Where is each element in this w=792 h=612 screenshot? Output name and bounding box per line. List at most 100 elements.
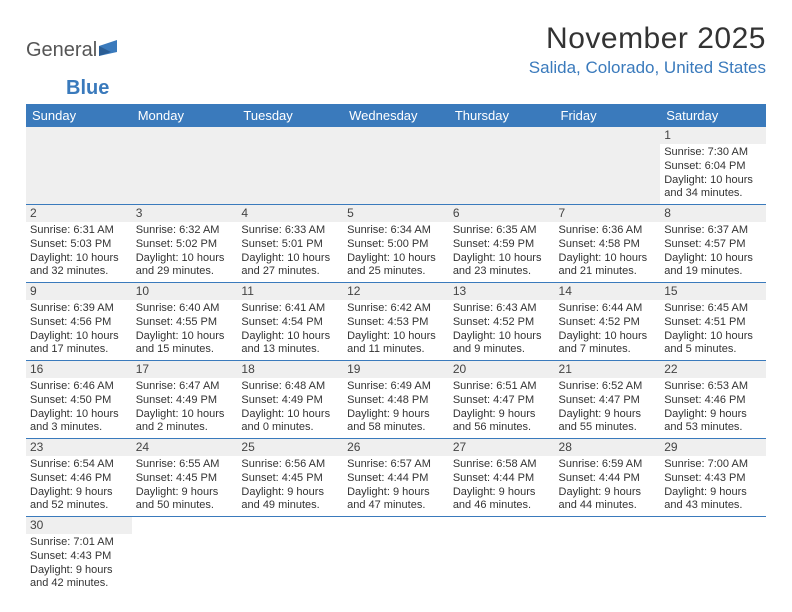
calendar-cell: 11Sunrise: 6:41 AMSunset: 4:54 PMDayligh… [237, 283, 343, 361]
calendar-cell: 1Sunrise: 7:30 AMSunset: 6:04 PMDaylight… [660, 127, 766, 205]
day-number: 22 [660, 361, 766, 378]
sunrise-text: Sunrise: 6:55 AM [136, 458, 234, 472]
calendar-row: 1Sunrise: 7:30 AMSunset: 6:04 PMDaylight… [26, 127, 766, 205]
daylight-text: Daylight: 10 hours and 3 minutes. [30, 408, 128, 436]
day-number: 30 [26, 517, 132, 534]
sunset-text: Sunset: 4:52 PM [559, 316, 657, 330]
sunset-text: Sunset: 4:47 PM [559, 394, 657, 408]
flag-icon [99, 40, 123, 60]
sunrise-text: Sunrise: 6:49 AM [347, 380, 445, 394]
daylight-text: Daylight: 10 hours and 13 minutes. [241, 330, 339, 358]
weekday-header: Thursday [449, 104, 555, 127]
sunrise-text: Sunrise: 7:01 AM [30, 536, 128, 550]
sunset-text: Sunset: 4:45 PM [136, 472, 234, 486]
daylight-text: Daylight: 10 hours and 2 minutes. [136, 408, 234, 436]
calendar-cell: 24Sunrise: 6:55 AMSunset: 4:45 PMDayligh… [132, 439, 238, 517]
sunrise-text: Sunrise: 6:40 AM [136, 302, 234, 316]
sunrise-text: Sunrise: 6:33 AM [241, 224, 339, 238]
sunrise-text: Sunrise: 6:36 AM [559, 224, 657, 238]
sunset-text: Sunset: 4:44 PM [453, 472, 551, 486]
daylight-text: Daylight: 10 hours and 7 minutes. [559, 330, 657, 358]
daylight-text: Daylight: 10 hours and 9 minutes. [453, 330, 551, 358]
day-number: 17 [132, 361, 238, 378]
sunrise-text: Sunrise: 6:54 AM [30, 458, 128, 472]
daylight-text: Daylight: 9 hours and 44 minutes. [559, 486, 657, 514]
calendar-cell: 23Sunrise: 6:54 AMSunset: 4:46 PMDayligh… [26, 439, 132, 517]
day-number: 23 [26, 439, 132, 456]
weekday-header: Wednesday [343, 104, 449, 127]
calendar-row: 2Sunrise: 6:31 AMSunset: 5:03 PMDaylight… [26, 205, 766, 283]
sunrise-text: Sunrise: 6:31 AM [30, 224, 128, 238]
calendar-cell: 2Sunrise: 6:31 AMSunset: 5:03 PMDaylight… [26, 205, 132, 283]
title-block: November 2025 Salida, Colorado, United S… [529, 22, 766, 78]
calendar-row: 30Sunrise: 7:01 AMSunset: 4:43 PMDayligh… [26, 517, 766, 595]
calendar-cell: 17Sunrise: 6:47 AMSunset: 4:49 PMDayligh… [132, 361, 238, 439]
day-number: 13 [449, 283, 555, 300]
daylight-text: Daylight: 10 hours and 15 minutes. [136, 330, 234, 358]
weekday-header: Sunday [26, 104, 132, 127]
day-number: 4 [237, 205, 343, 222]
sunset-text: Sunset: 4:51 PM [664, 316, 762, 330]
weekday-header-row: Sunday Monday Tuesday Wednesday Thursday… [26, 104, 766, 127]
daylight-text: Daylight: 10 hours and 23 minutes. [453, 252, 551, 280]
sunrise-text: Sunrise: 6:32 AM [136, 224, 234, 238]
daylight-text: Daylight: 9 hours and 49 minutes. [241, 486, 339, 514]
daylight-text: Daylight: 10 hours and 17 minutes. [30, 330, 128, 358]
sunset-text: Sunset: 4:43 PM [664, 472, 762, 486]
daylight-text: Daylight: 10 hours and 29 minutes. [136, 252, 234, 280]
sunrise-text: Sunrise: 6:39 AM [30, 302, 128, 316]
sunset-text: Sunset: 4:44 PM [347, 472, 445, 486]
sunset-text: Sunset: 4:59 PM [453, 238, 551, 252]
sunrise-text: Sunrise: 6:52 AM [559, 380, 657, 394]
sunset-text: Sunset: 4:46 PM [30, 472, 128, 486]
calendar-cell: 22Sunrise: 6:53 AMSunset: 4:46 PMDayligh… [660, 361, 766, 439]
calendar-cell: 12Sunrise: 6:42 AMSunset: 4:53 PMDayligh… [343, 283, 449, 361]
daylight-text: Daylight: 10 hours and 19 minutes. [664, 252, 762, 280]
weekday-header: Monday [132, 104, 238, 127]
calendar-cell: 13Sunrise: 6:43 AMSunset: 4:52 PMDayligh… [449, 283, 555, 361]
sunrise-text: Sunrise: 6:56 AM [241, 458, 339, 472]
weekday-header: Saturday [660, 104, 766, 127]
sunset-text: Sunset: 5:00 PM [347, 238, 445, 252]
sunrise-text: Sunrise: 6:43 AM [453, 302, 551, 316]
calendar-cell: 16Sunrise: 6:46 AMSunset: 4:50 PMDayligh… [26, 361, 132, 439]
calendar-cell: 8Sunrise: 6:37 AMSunset: 4:57 PMDaylight… [660, 205, 766, 283]
sunset-text: Sunset: 5:02 PM [136, 238, 234, 252]
sunrise-text: Sunrise: 6:48 AM [241, 380, 339, 394]
calendar-cell: 29Sunrise: 7:00 AMSunset: 4:43 PMDayligh… [660, 439, 766, 517]
sunset-text: Sunset: 5:01 PM [241, 238, 339, 252]
day-number: 25 [237, 439, 343, 456]
calendar-cell: 4Sunrise: 6:33 AMSunset: 5:01 PMDaylight… [237, 205, 343, 283]
sunrise-text: Sunrise: 6:57 AM [347, 458, 445, 472]
calendar-cell-empty [132, 127, 238, 205]
calendar-cell-empty [26, 127, 132, 205]
day-number: 6 [449, 205, 555, 222]
sunset-text: Sunset: 4:43 PM [30, 550, 128, 564]
day-number: 18 [237, 361, 343, 378]
day-number: 28 [555, 439, 661, 456]
calendar-cell: 20Sunrise: 6:51 AMSunset: 4:47 PMDayligh… [449, 361, 555, 439]
daylight-text: Daylight: 10 hours and 21 minutes. [559, 252, 657, 280]
daylight-text: Daylight: 10 hours and 11 minutes. [347, 330, 445, 358]
calendar-cell-empty [449, 127, 555, 205]
calendar-cell: 9Sunrise: 6:39 AMSunset: 4:56 PMDaylight… [26, 283, 132, 361]
calendar-cell-empty [343, 517, 449, 595]
calendar-cell-empty [660, 517, 766, 595]
calendar-cell-empty [237, 127, 343, 205]
daylight-text: Daylight: 9 hours and 55 minutes. [559, 408, 657, 436]
weekday-header: Tuesday [237, 104, 343, 127]
sunset-text: Sunset: 4:55 PM [136, 316, 234, 330]
calendar-body: 1Sunrise: 7:30 AMSunset: 6:04 PMDaylight… [26, 127, 766, 594]
day-number: 29 [660, 439, 766, 456]
calendar-cell: 5Sunrise: 6:34 AMSunset: 5:00 PMDaylight… [343, 205, 449, 283]
daylight-text: Daylight: 9 hours and 56 minutes. [453, 408, 551, 436]
sunrise-text: Sunrise: 7:30 AM [664, 146, 762, 160]
daylight-text: Daylight: 9 hours and 58 minutes. [347, 408, 445, 436]
sunrise-text: Sunrise: 6:37 AM [664, 224, 762, 238]
daylight-text: Daylight: 9 hours and 47 minutes. [347, 486, 445, 514]
calendar-cell: 14Sunrise: 6:44 AMSunset: 4:52 PMDayligh… [555, 283, 661, 361]
logo-text-general: General [26, 39, 97, 61]
calendar-cell-empty [555, 517, 661, 595]
sunset-text: Sunset: 6:04 PM [664, 160, 762, 174]
calendar-cell-empty [555, 127, 661, 205]
